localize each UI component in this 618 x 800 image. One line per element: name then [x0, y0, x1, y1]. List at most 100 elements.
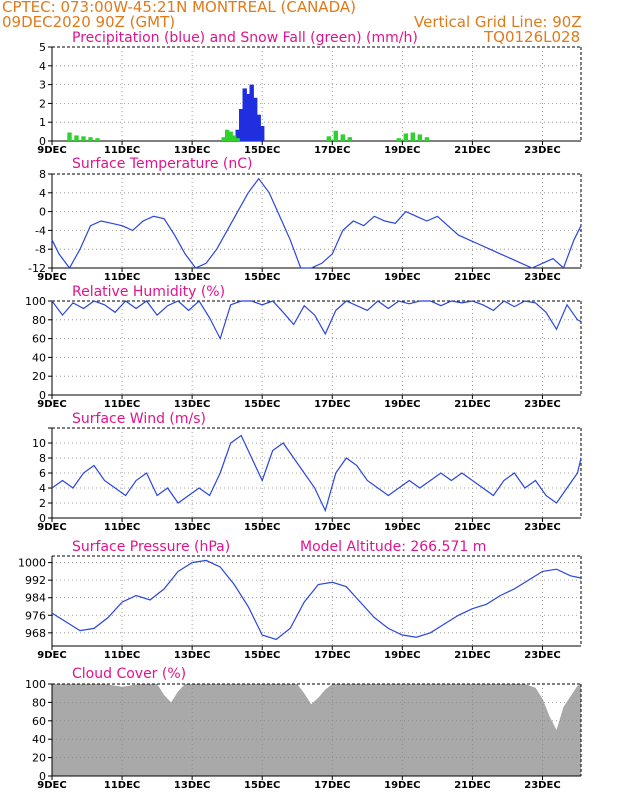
precip-xtick-label: 9DEC: [37, 145, 66, 156]
temp-ytick-label: 4: [39, 187, 46, 200]
temp-panel: -12 -8 -4 0 4 8 9DEC 11DEC 13DEC 15DEC 17DEC 19DEC 2…: [28, 168, 582, 283]
pressure-xtick-label: 23DEC: [524, 650, 560, 661]
precip-bar: [74, 135, 79, 141]
pressure-xtick-label: 11DEC: [104, 650, 140, 661]
cloud-xtick-label: 21DEC: [454, 780, 490, 791]
precip-xtick-label: 11DEC: [104, 145, 140, 156]
pressure-ytick-label: 968: [25, 627, 46, 640]
cloud-ytick-label: 0: [39, 770, 46, 783]
precip-ytick-label: 2: [39, 97, 46, 110]
precip-bar: [242, 88, 247, 141]
temp-title: Surface Temperature (nC): [72, 156, 253, 172]
rh-ytick-label: 100: [25, 295, 46, 308]
pressure-xtick-label: 9DEC: [37, 650, 66, 661]
precip-bar: [249, 84, 254, 141]
cloud-ytick-label: 80: [32, 696, 46, 709]
temp-xtick-label: 23DEC: [524, 272, 560, 283]
precip-xtick-label: 19DEC: [384, 145, 420, 156]
pressure-xtick-label: 15DEC: [244, 650, 280, 661]
precip-bar: [246, 94, 251, 141]
rh-xtick-label: 23DEC: [524, 399, 560, 410]
cloud-xtick-label: 9DEC: [37, 780, 66, 791]
precip-xtick-label: 23DEC: [524, 145, 560, 156]
wind-xtick-label: 23DEC: [524, 522, 560, 533]
wind-xtick-label: 19DEC: [384, 522, 420, 533]
wind-panel: 0 2 4 6 8 10 9DEC 11DEC 13DEC 15DEC 17DEC 19DEC 21DE…: [32, 427, 582, 533]
wind-xtick-label: 9DEC: [37, 522, 66, 533]
rh-xtick-label: 13DEC: [174, 399, 210, 410]
cloud-xtick-label: 23DEC: [524, 780, 560, 791]
rh-xtick-label: 9DEC: [37, 399, 66, 410]
precip-bar: [326, 136, 331, 141]
cloud-xtick-label: 15DEC: [244, 780, 280, 791]
temp-ytick-label: 8: [39, 168, 46, 181]
precip-bar: [410, 132, 415, 141]
cloud-ytick-label: 20: [32, 752, 46, 765]
precip-bar: [340, 134, 345, 141]
rh-ytick-label: 20: [32, 370, 46, 383]
precip-bar: [403, 133, 408, 141]
wind-series-line: [51, 434, 582, 513]
pressure-ytick-label: 984: [25, 592, 46, 605]
temp-xtick-label: 17DEC: [314, 272, 350, 283]
header-model-code: TQ0126L028: [484, 28, 581, 46]
pressure-title: Surface Pressure (hPa): [72, 539, 231, 555]
cloud-ytick-label: 60: [32, 715, 46, 728]
precip-bar: [225, 129, 230, 141]
rh-ytick-label: 80: [32, 314, 46, 327]
wind-ytick-label: 0: [39, 512, 46, 525]
precip-bar: [256, 114, 261, 141]
wind-ytick-label: 6: [39, 467, 46, 480]
rh-xtick-label: 11DEC: [104, 399, 140, 410]
header-grid-line: Vertical Grid Line: 90Z: [414, 13, 582, 31]
wind-title: Surface Wind (m/s): [72, 411, 206, 427]
rh-xtick-label: 19DEC: [384, 399, 420, 410]
precip-bar: [88, 137, 93, 141]
cloud-title: Cloud Cover (%): [72, 666, 187, 682]
rh-series-line: [51, 300, 582, 341]
wind-ytick-label: 8: [39, 452, 46, 465]
precip-ytick-label: 1: [39, 116, 46, 129]
temp-ytick-label: -12: [28, 262, 46, 275]
header-date: 09DEC2020 90Z (GMT): [2, 13, 176, 31]
precip-bar: [81, 136, 86, 141]
pressure-ytick-label: 992: [25, 574, 46, 587]
wind-xtick-label: 13DEC: [174, 522, 210, 533]
precip-bar: [239, 109, 244, 141]
header-station: CPTEC: 073:00W-45:21N MONTREAL (CANADA): [2, 0, 356, 16]
rh-xtick-label: 21DEC: [454, 399, 490, 410]
cloud-ytick-label: 100: [25, 678, 46, 691]
cloud-xtick-label: 11DEC: [104, 780, 140, 791]
precip-bar: [253, 97, 258, 141]
temp-xtick-label: 15DEC: [244, 272, 280, 283]
precip-bar: [260, 126, 265, 141]
temp-xtick-label: 13DEC: [174, 272, 210, 283]
wind-xtick-label: 11DEC: [104, 522, 140, 533]
cloud-xtick-label: 13DEC: [174, 780, 210, 791]
wind-xtick-label: 17DEC: [314, 522, 350, 533]
precip-bar: [347, 137, 352, 141]
precip-bar: [95, 138, 100, 141]
model-altitude-label: Model Altitude: 266.571 m: [300, 539, 487, 555]
rh-title: Relative Humidity (%): [72, 284, 226, 300]
cloud-ytick-label: 40: [32, 733, 46, 746]
precip-panel: 0 1 2 3 4 5 9DEC 11DEC 13DEC 15DEC 17DEC 19DEC 21DEC…: [37, 41, 582, 156]
cloud-xtick-label: 19DEC: [384, 780, 420, 791]
precip-title: Precipitation (blue) and Snow Fall (gree…: [72, 30, 418, 46]
precip-xtick-label: 17DEC: [314, 145, 350, 156]
pressure-xtick-label: 19DEC: [384, 650, 420, 661]
rh-ytick-label: 60: [32, 333, 46, 346]
pressure-ytick-label: 1000: [18, 557, 46, 570]
cloud-panel: 0 20 40 60 80 100 9DEC 11DEC 13DEC 15DEC 17DEC 19DE…: [25, 678, 582, 791]
precip-xtick-label: 21DEC: [454, 145, 490, 156]
precip-ytick-label: 4: [39, 60, 46, 73]
pressure-ytick-label: 976: [25, 609, 46, 622]
pressure-panel: 968 976 984 992 1000 9DEC 11DEC 13DEC 15DEC 17DEC…: [18, 555, 582, 661]
wind-xtick-label: 15DEC: [244, 522, 280, 533]
temp-xtick-label: 9DEC: [37, 272, 66, 283]
rh-ytick-label: 0: [39, 389, 46, 402]
precip-ytick-label: 3: [39, 79, 46, 92]
precip-ytick-label: 5: [39, 41, 46, 54]
temp-ytick-label: 0: [39, 206, 46, 219]
pressure-xtick-label: 21DEC: [454, 650, 490, 661]
